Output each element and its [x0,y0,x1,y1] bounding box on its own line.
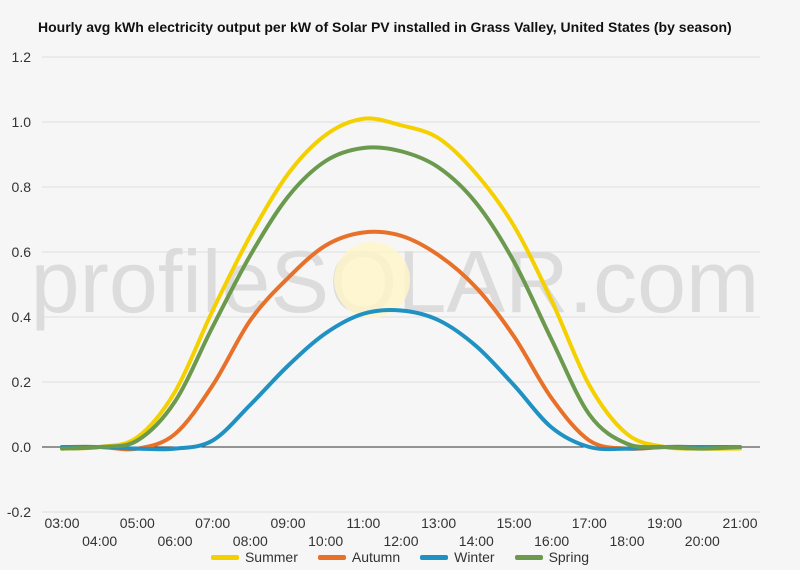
legend-item-spring[interactable]: Spring [514,549,590,565]
x-tick-label: 19:00 [647,515,682,531]
x-tick-label: 16:00 [534,533,569,549]
x-tick-label: 05:00 [120,515,155,531]
legend-swatch [210,554,239,560]
legend-item-summer[interactable]: Summer [210,549,298,565]
x-tick-label: 09:00 [270,515,305,531]
x-tick-label: 13:00 [421,515,456,531]
x-tick-label: 04:00 [82,533,117,549]
legend-label: Spring [548,549,590,565]
x-tick-label: 06:00 [157,533,192,549]
x-tick-label: 15:00 [496,515,531,531]
x-tick-label: 08:00 [233,533,268,549]
x-tick-label: 17:00 [572,515,607,531]
x-tick-label: 03:00 [44,515,79,531]
x-tick-label: 11:00 [346,515,380,531]
legend-label: Autumn [351,549,401,565]
legend-swatch [514,554,543,560]
y-tick-label: 1.2 [12,49,32,65]
x-tick-label: 14:00 [459,533,494,549]
legend-item-winter[interactable]: Winter [420,549,495,565]
grid-lines [42,56,760,513]
legend: Summer Autumn Winter Spring [0,549,800,565]
legend-label: Summer [244,549,298,565]
x-tick-label: 18:00 [609,533,644,549]
y-tick-label: 0.4 [12,309,32,325]
y-tick-label: -0.2 [7,504,31,520]
y-tick-label: 0.8 [12,179,32,195]
series-line-winter [60,308,742,452]
x-tick-label: 12:00 [383,533,418,549]
series-line-summer [60,116,742,451]
x-tick-label: 07:00 [195,515,230,531]
y-tick-label: 1.0 [12,114,32,130]
chart-title: Hourly avg kWh electricity output per kW… [38,19,732,35]
legend-label: Winter [454,549,495,565]
legend-swatch [317,554,346,560]
x-tick-label: 21:00 [722,515,757,531]
watermark-sun-icon [334,242,410,318]
series-line-spring [60,145,742,451]
y-tick-label: 0.0 [12,439,32,455]
x-tick-label: 20:00 [685,533,720,549]
legend-item-autumn[interactable]: Autumn [317,549,401,565]
y-tick-label: 0.2 [12,374,32,390]
x-tick-label: 10:00 [308,533,343,549]
legend-swatch [420,554,449,560]
y-tick-label: 0.6 [12,244,32,260]
